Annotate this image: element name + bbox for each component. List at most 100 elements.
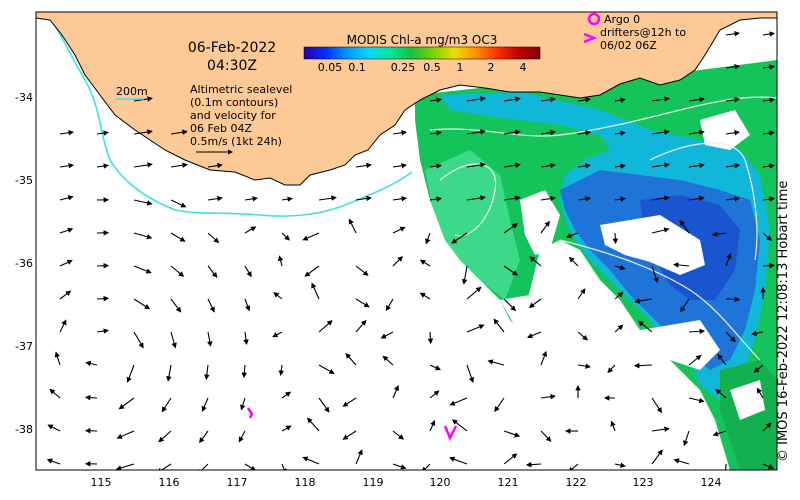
velocity-arrow: [461, 265, 468, 285]
velocity-arrow: [59, 259, 73, 267]
isobath-200m: [44, 12, 413, 217]
velocity-arrow: [318, 397, 330, 413]
velocity-arrow: [725, 331, 736, 343]
velocity-arrow: [355, 195, 372, 202]
x-tick-label: 120: [430, 476, 451, 489]
velocity-arrow: [568, 256, 579, 267]
velocity-arrow: [244, 298, 251, 312]
x-tick-label: 124: [701, 476, 722, 489]
drifter-legend-line1: drifters@12h to: [600, 26, 686, 39]
velocity-arrow: [207, 331, 213, 347]
velocity-arrow: [762, 130, 775, 136]
velocity-arrow: [725, 296, 741, 303]
velocity-arrow: [565, 232, 579, 239]
velocity-arrow: [277, 255, 284, 267]
velocity-arrow: [243, 331, 249, 345]
map-time: 04:30Z: [207, 58, 257, 74]
velocity-arrow: [540, 96, 556, 103]
velocity-arrow: [503, 453, 518, 465]
velocity-arrow: [466, 96, 486, 102]
velocity-arrow: [133, 298, 151, 310]
velocity-arrow: [429, 364, 441, 371]
velocity-arrow: [272, 331, 283, 338]
velocity-arrow: [651, 96, 670, 102]
x-tick-label: 121: [498, 476, 519, 489]
velocity-arrow: [345, 352, 357, 366]
velocity-arrow: [342, 430, 357, 440]
velocity-arrow: [318, 364, 335, 374]
velocity-arrow: [540, 350, 548, 366]
velocity-arrow: [311, 282, 320, 300]
velocity-arrow: [392, 163, 407, 169]
velocity-arrow: [429, 196, 442, 202]
velocity-arrow: [503, 265, 519, 276]
velocity-arrow: [466, 195, 486, 201]
velocity-arrow: [725, 463, 727, 470]
velocity-arrow: [115, 463, 135, 470]
drifter-track-1: [246, 407, 254, 419]
velocity-arrow: [577, 97, 591, 103]
x-tick-label: 123: [633, 476, 654, 489]
velocity-arrow: [526, 331, 542, 339]
colorbar-tick: 0.05: [318, 61, 343, 74]
velocity-arrow: [683, 430, 690, 447]
velocity-arrow: [161, 397, 172, 413]
altimetry-line: and velocity for: [190, 109, 276, 122]
velocity-arrow: [614, 462, 626, 468]
velocity-arrow: [304, 265, 320, 277]
velocity-arrow: [673, 458, 690, 465]
ssh-contour-4: [559, 239, 761, 361]
velocity-arrow: [762, 31, 775, 37]
velocity-arrow: [451, 419, 468, 432]
velocity-arrow: [614, 130, 626, 136]
velocity-arrow: [614, 291, 624, 300]
velocity-arrow: [207, 232, 220, 244]
y-tick-label: -34: [15, 91, 33, 104]
velocity-arrow: [355, 298, 370, 308]
velocity-arrow: [651, 195, 670, 201]
isobath-legend-label: 200m: [116, 85, 148, 98]
velocity-arrow: [49, 388, 61, 399]
velocity-arrow: [751, 330, 764, 337]
velocity-arrow: [59, 163, 74, 169]
velocity-arrow: [725, 163, 740, 169]
ssh-contour-2: [439, 163, 497, 237]
velocity-arrow: [725, 196, 740, 202]
velocity-arrow: [318, 320, 333, 333]
velocity-arrow: [133, 331, 144, 349]
velocity-arrow: [503, 129, 521, 135]
velocity-arrow: [612, 232, 619, 245]
velocity-arrow: [59, 227, 74, 234]
argo-legend-label: Argo 0: [604, 13, 640, 26]
colorbar-bar: [303, 46, 541, 60]
map-date: 06-Feb-2022: [188, 40, 276, 56]
velocity-arrow: [170, 265, 185, 277]
velocity-arrow: [47, 424, 61, 432]
altimetry-line: 0.5m/s (1kt 24h): [190, 135, 282, 148]
velocity-arrow: [302, 456, 320, 465]
velocity-arrow: [342, 397, 357, 407]
velocity-arrow: [712, 430, 727, 437]
velocity-arrow: [355, 449, 363, 465]
y-tick-label: -36: [15, 257, 33, 270]
colorbar-tick: 0.5: [423, 61, 441, 74]
velocity-arrow: [133, 232, 153, 240]
velocity-arrow: [762, 422, 772, 432]
argo-legend-icon: [587, 12, 601, 26]
drifter-legend-icon: [583, 32, 598, 44]
velocity-arrow: [633, 362, 653, 369]
velocity-arrow: [607, 364, 616, 374]
velocity-arrow: [201, 397, 209, 412]
land-mass: [36, 12, 777, 186]
velocity-arrow: [466, 364, 475, 384]
velocity-arrow: [419, 292, 431, 300]
chlorophyll-field: [415, 60, 777, 470]
altimetry-note: Altimetric sealevel (0.1m contours) and …: [190, 83, 292, 155]
velocity-arrow: [421, 463, 431, 470]
velocity-arrows: [46, 31, 776, 470]
velocity-arrow: [540, 195, 556, 202]
velocity-arrow: [355, 319, 367, 333]
velocity-arrow: [273, 292, 283, 300]
velocity-arrow: [392, 463, 407, 470]
velocity-arrow: [712, 231, 727, 237]
